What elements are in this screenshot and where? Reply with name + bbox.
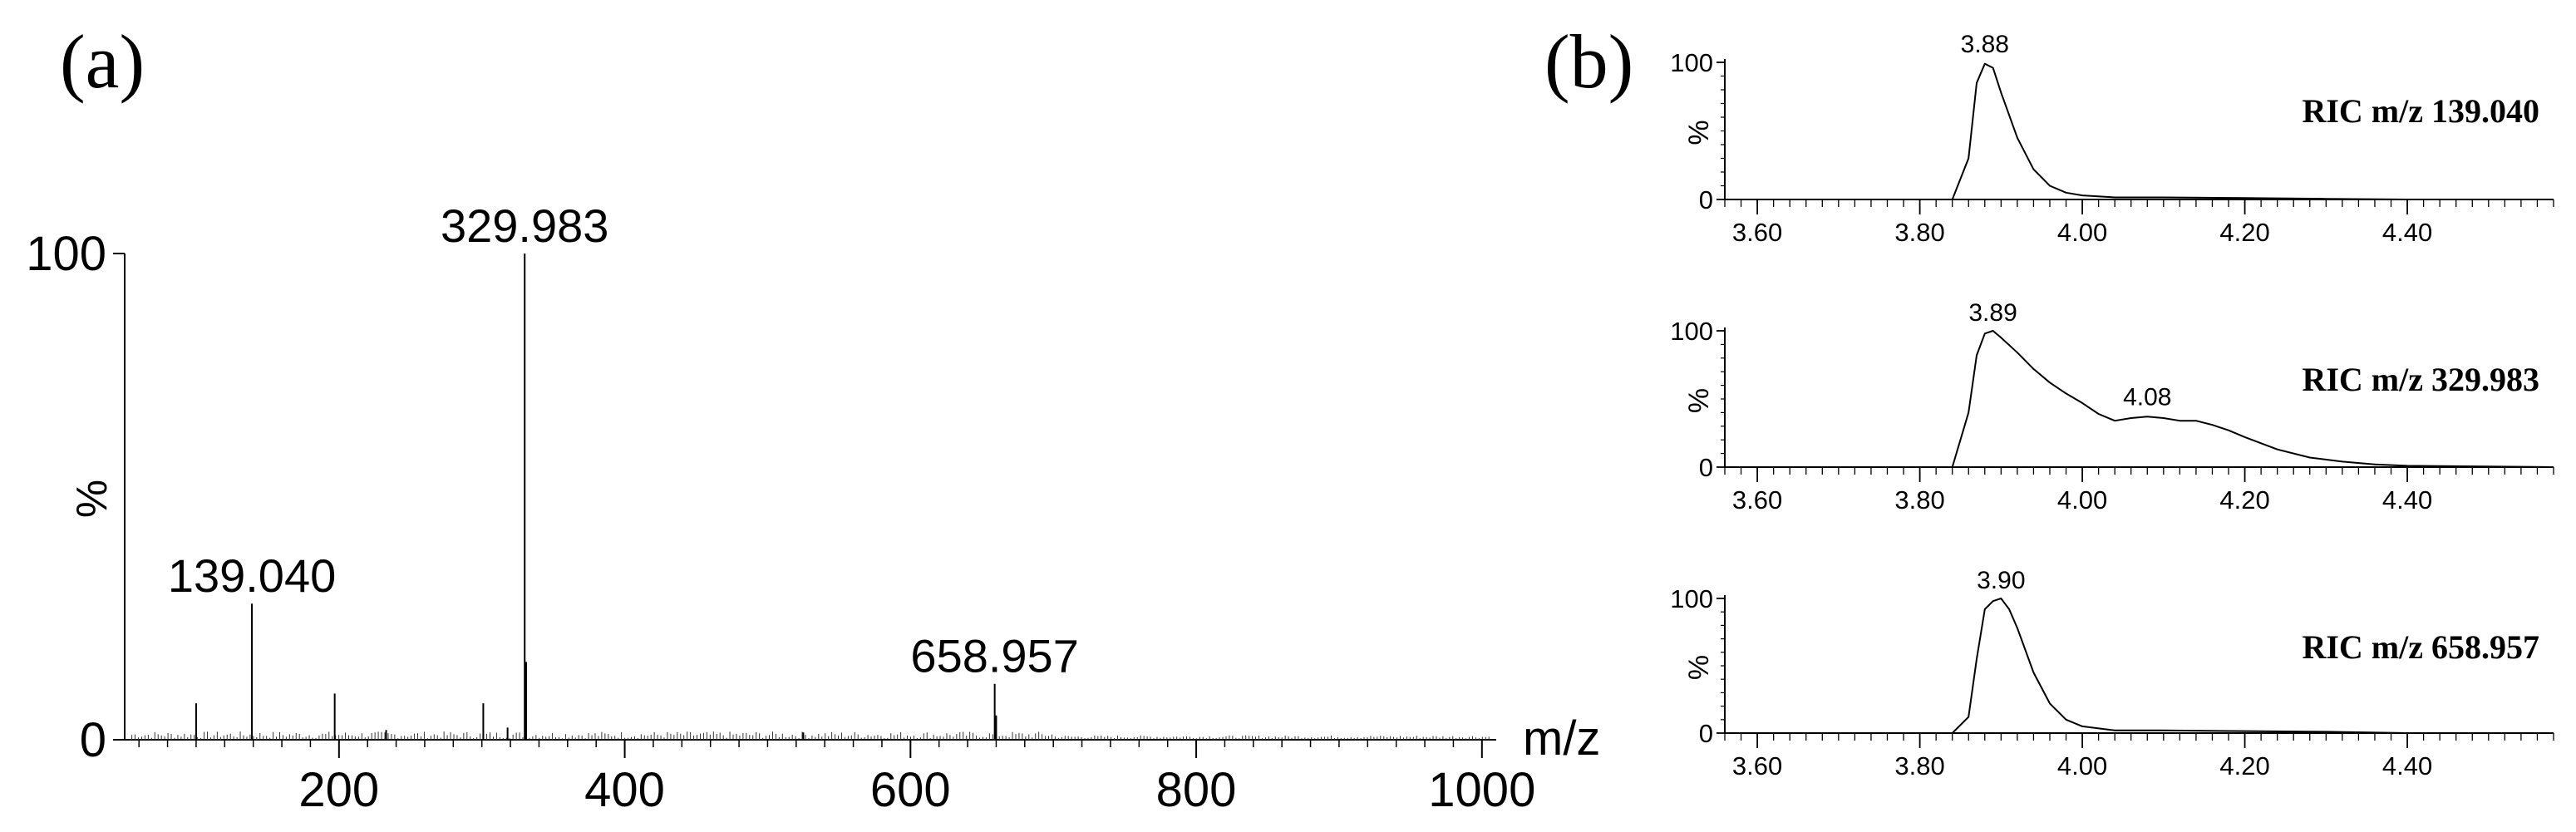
- chromatogram-2: 3.60 3.80 4.00 4.20 4.40 0 100% 3.89 4.08 RIC m/z…: [1670, 299, 2554, 514]
- peak-label: 139.040: [168, 549, 336, 602]
- x-axis-label: m/z: [1523, 711, 1600, 766]
- x-tick-label: 3.80: [1894, 751, 1944, 780]
- x-tick-label: 3.60: [1732, 218, 1782, 247]
- peak-time-label: 3.89: [1968, 299, 2017, 327]
- panel-b-label: (b): [1544, 19, 1633, 104]
- x-tick-label: 4.40: [2382, 218, 2432, 247]
- x-tick-label: 3.60: [1732, 751, 1782, 780]
- x-tick-label: 4.20: [2219, 218, 2269, 247]
- panel-a-spectrum: % m/z 200 400 600 800 1000 0 100 139.040 329.98…: [26, 199, 1600, 817]
- peak-label: 329.983: [441, 199, 608, 252]
- chromatogram-title: RIC m/z 658.957: [2302, 628, 2539, 666]
- y-tick-label: 0: [1699, 719, 1713, 748]
- peak-time-label: 3.90: [1977, 567, 2025, 594]
- x-tick-label: 600: [870, 763, 951, 817]
- y-axis-label: %: [1683, 388, 1715, 413]
- chromatogram-1: 3.60 3.80 4.00 4.20 4.40 0 100% 3.88 RIC m/z 139…: [1670, 31, 2554, 247]
- x-tick-label: 4.40: [2382, 751, 2432, 780]
- x-tick-label: 4.20: [2219, 485, 2269, 514]
- x-tick-label: 1000: [1428, 763, 1535, 817]
- y-tick-label: 0: [80, 713, 106, 767]
- y-tick-label: 100: [26, 227, 106, 281]
- chromatogram-title: RIC m/z 329.983: [2302, 361, 2539, 398]
- x-tick-label: 4.00: [2057, 218, 2107, 247]
- peak-time-label: 3.88: [1961, 31, 2009, 58]
- y-axis-label: %: [68, 480, 116, 518]
- x-tick-label: 4.20: [2219, 751, 2269, 780]
- y-tick-label: 100: [1670, 584, 1713, 613]
- y-axis-label: %: [1683, 120, 1715, 145]
- y-tick-label: 100: [1670, 317, 1713, 346]
- chromatogram-trace: [1725, 62, 2554, 200]
- x-tick-label: 400: [584, 763, 665, 817]
- chromatogram-3: 3.60 3.80 4.00 4.20 4.40 0 100% 3.90 RIC m/z 658…: [1670, 567, 2554, 780]
- x-tick-label: 3.80: [1894, 218, 1944, 247]
- chromatogram-trace: [1725, 330, 2554, 468]
- x-tick-label: 4.00: [2057, 485, 2107, 514]
- x-tick-label: 3.80: [1894, 485, 1944, 514]
- y-tick-label: 0: [1699, 453, 1713, 482]
- y-tick-label: 100: [1670, 48, 1713, 77]
- peak-time-label: 4.08: [2123, 384, 2171, 411]
- panel-a-label: (a): [60, 19, 145, 104]
- x-tick-label: 200: [298, 763, 379, 817]
- y-tick-label: 0: [1699, 185, 1713, 214]
- chromatogram-trace: [1725, 598, 2554, 734]
- peak-label: 658.957: [910, 630, 1078, 682]
- x-tick-label: 4.00: [2057, 751, 2107, 780]
- x-tick-label: 800: [1156, 763, 1237, 817]
- x-tick-label: 3.60: [1732, 485, 1782, 514]
- x-tick-label: 4.40: [2382, 485, 2432, 514]
- chromatogram-title: RIC m/z 139.040: [2302, 92, 2539, 130]
- y-axis-label: %: [1683, 655, 1715, 680]
- panel-b-chromatograms: 3.60 3.80 4.00 4.20 4.40 0 100% 3.88 RIC m/z 139…: [1670, 31, 2554, 780]
